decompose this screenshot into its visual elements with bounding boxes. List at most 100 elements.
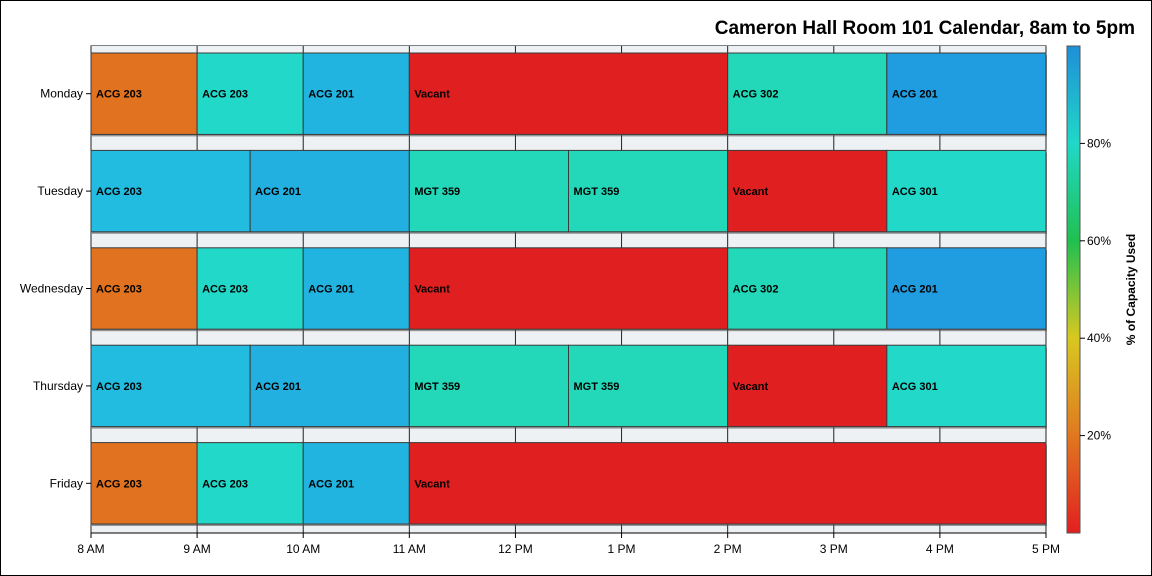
bar-rect [727,344,888,428]
x-tick-label: 1 PM [608,542,636,556]
bar-label: MGT 359 [574,186,620,198]
bar-rect [408,442,1047,525]
bar-label: ACG 203 [96,89,142,101]
schedule-bar: MGT 359 [568,344,729,429]
bars-group: ACG 203 ACG 203 ACG 201 Vacant ACG 302 ACG 20… [90,52,1047,526]
y-tick-label: Tuesday [37,184,83,198]
bar-label: ACG 201 [308,478,354,490]
bar-rect [302,442,410,525]
bar-label: ACG 302 [733,284,779,296]
schedule-bar: ACG 203 [196,247,305,332]
x-tick-label: 4 PM [926,542,954,556]
bar-label: ACG 203 [96,381,142,393]
bar-rect [727,52,888,135]
bar-rect [408,344,570,428]
schedule-bar: ACG 302 [727,52,888,137]
bar-label: ACG 203 [202,284,248,296]
y-tick-label: Thursday [33,379,83,393]
bar-label: ACG 201 [255,381,301,393]
x-tick-label: 12 PM [498,542,533,556]
schedule-bar: ACG 201 [302,442,411,526]
schedule-bar: ACG 302 [727,247,888,332]
x-tick-label: 9 AM [183,542,210,556]
colorbar: 20% 40% 60% 80% % of Capacity Used [1066,45,1138,534]
bar-label: MGT 359 [414,186,460,198]
schedule-bar: Vacant [408,247,729,332]
y-tick-label: Monday [40,87,83,101]
bar-label: ACG 201 [892,284,938,296]
bar-label: ACG 203 [96,284,142,296]
bar-rect [886,149,1047,233]
bar-rect [886,247,1047,330]
bar-rect [408,247,729,330]
schedule-bar: ACG 201 [249,344,411,429]
bar-rect [408,149,570,233]
bar-rect [196,52,304,135]
bar-rect [90,344,251,428]
schedule-bar: ACG 201 [249,149,411,234]
schedule-bar: ACG 203 [196,442,305,526]
bar-label: Vacant [733,186,769,198]
bar-label: Vacant [414,284,450,296]
schedule-bar: MGT 359 [568,149,729,234]
bar-label: ACG 203 [202,89,248,101]
schedule-bar: ACG 203 [90,149,252,234]
bar-rect [302,247,410,330]
bar-rect [727,149,888,233]
bar-label: MGT 359 [414,381,460,393]
schedule-bar: ACG 203 [196,52,305,137]
schedule-bar: ACG 301 [886,344,1047,429]
x-tick-label: 5 PM [1032,542,1060,556]
bar-label: ACG 203 [202,478,248,490]
colorbar-tick-label: 60% [1087,234,1111,248]
y-tick-label: Wednesday [20,282,83,296]
colorbar-gradient [1066,45,1081,534]
bar-label: ACG 203 [96,186,142,198]
bar-label: ACG 201 [308,89,354,101]
schedule-bar: ACG 201 [302,52,411,137]
colorbar-title: % of Capacity Used [1124,234,1138,345]
y-axis: Monday Tuesday Wednesday Thursday Friday [20,87,91,490]
bar-label: ACG 301 [892,381,938,393]
bar-label: ACG 201 [892,89,938,101]
bar-rect [886,344,1047,428]
x-tick-label: 10 AM [286,542,320,556]
bar-label: Vacant [414,89,450,101]
chart-title: Cameron Hall Room 101 Calendar, 8am to 5… [715,18,1135,39]
bar-label: ACG 203 [96,478,142,490]
x-tick-label: 3 PM [820,542,848,556]
bar-rect [727,247,888,330]
y-tick-label: Friday [50,476,83,490]
bar-label: Vacant [733,381,769,393]
bar-label: MGT 359 [574,381,620,393]
schedule-bar: ACG 201 [886,52,1047,137]
schedule-bar: ACG 203 [90,247,199,332]
bar-rect [249,149,410,233]
schedule-bar: Vacant [408,442,1047,526]
x-tick-label: 8 AM [77,542,104,556]
x-tick-label: 11 AM [393,542,426,556]
bar-label: ACG 201 [308,284,354,296]
schedule-bar: ACG 301 [886,149,1047,234]
bar-rect [408,52,729,135]
bar-rect [886,52,1047,135]
schedule-bar: ACG 201 [886,247,1047,332]
schedule-bar: ACG 201 [302,247,411,332]
bar-label: Vacant [414,478,450,490]
schedule-bar: ACG 203 [90,344,252,429]
x-axis: 8 AM 9 AM 10 AM 11 AM 12 PM 1 PM 2 PM 3 PM 4 PM 5… [77,532,1060,556]
bar-rect [196,442,304,525]
schedule-bar: Vacant [727,344,888,429]
bar-rect [90,52,198,135]
bar-rect [90,442,198,525]
bar-label: ACG 201 [255,186,301,198]
colorbar-tick-label: 80% [1087,136,1111,150]
colorbar-tick-label: 40% [1087,331,1111,345]
schedule-bar: MGT 359 [408,149,570,234]
schedule-bar: Vacant [408,52,729,137]
bar-label: ACG 301 [892,186,938,198]
x-tick-label: 2 PM [714,542,742,556]
schedule-bar: ACG 203 [90,442,199,526]
